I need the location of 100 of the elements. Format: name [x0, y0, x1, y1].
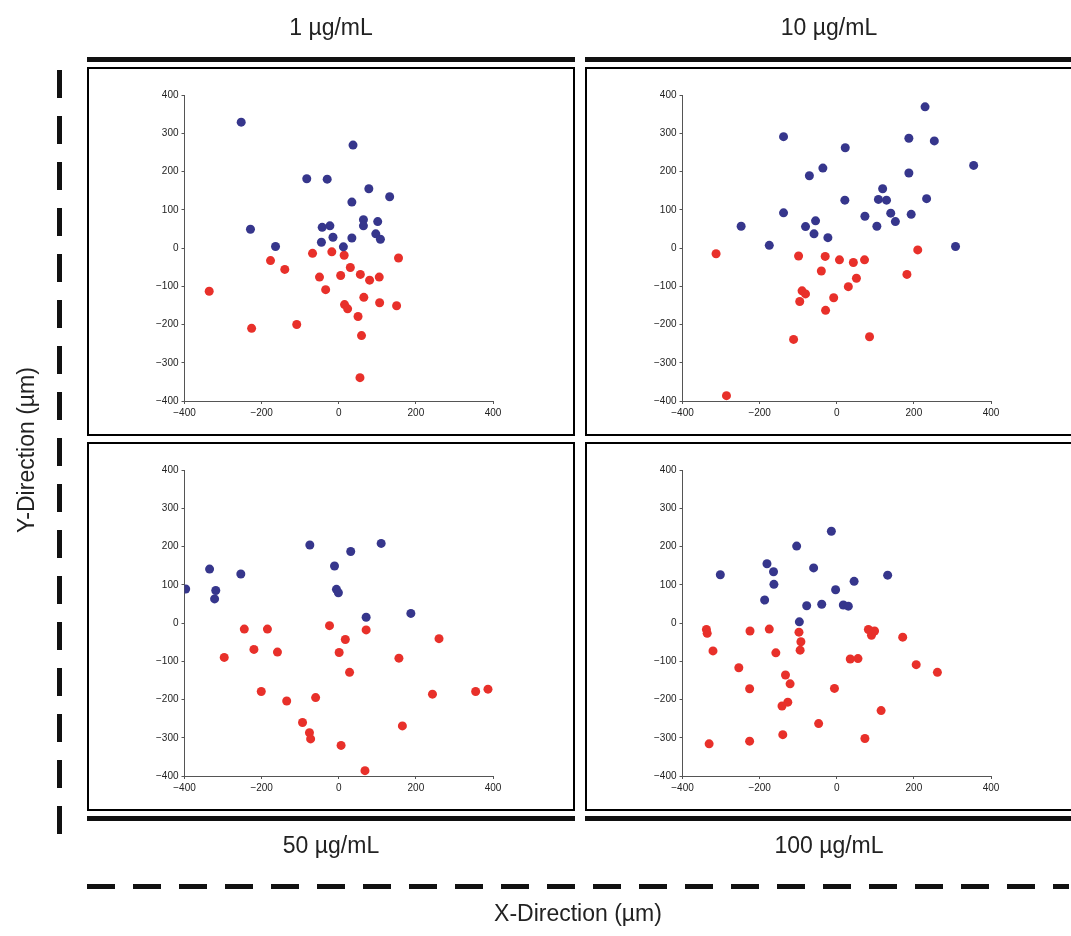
- point: [358, 221, 368, 231]
- point: [911, 660, 921, 670]
- point: [302, 174, 312, 184]
- point: [851, 273, 861, 283]
- y-tick-label: 0: [670, 241, 677, 253]
- point: [385, 192, 395, 202]
- point: [219, 652, 229, 662]
- y-tick-label: 200: [659, 165, 677, 177]
- point: [334, 647, 344, 657]
- point: [779, 208, 789, 218]
- y-tick-label: 400: [161, 463, 179, 475]
- y-tick-label: −300: [155, 731, 179, 743]
- point: [840, 195, 850, 205]
- point: [360, 766, 370, 776]
- point: [364, 184, 374, 194]
- point: [247, 323, 257, 333]
- x-tick-label: 0: [833, 781, 840, 793]
- point: [376, 538, 386, 548]
- x-tick-label: 200: [905, 781, 923, 793]
- point: [823, 233, 833, 243]
- point: [328, 232, 338, 242]
- point: [932, 667, 942, 677]
- point: [734, 663, 744, 673]
- y-tick-label: −400: [653, 769, 677, 781]
- point: [236, 117, 246, 127]
- point: [876, 706, 886, 716]
- point: [780, 670, 790, 680]
- point: [951, 241, 961, 251]
- point: [818, 163, 828, 173]
- y-tick-label: 200: [161, 540, 179, 552]
- point: [769, 567, 779, 577]
- point: [336, 740, 346, 750]
- y-tick-label: 300: [161, 127, 179, 138]
- y-tick-label: −200: [653, 693, 677, 705]
- point: [920, 102, 930, 112]
- point: [829, 683, 839, 693]
- x-tick-label: 400: [484, 781, 502, 793]
- y-tick-label: 100: [161, 203, 179, 215]
- point: [272, 647, 282, 657]
- point: [347, 197, 357, 207]
- point: [704, 739, 714, 749]
- x-tick-label: 0: [833, 406, 840, 418]
- point: [316, 237, 326, 247]
- point: [796, 637, 806, 647]
- point: [308, 248, 318, 258]
- y-tick-label: 400: [659, 463, 677, 475]
- point: [394, 253, 404, 263]
- point: [736, 221, 746, 231]
- point: [762, 559, 772, 569]
- point: [814, 719, 824, 729]
- point: [848, 258, 858, 268]
- point: [406, 608, 416, 618]
- point: [969, 160, 979, 170]
- x-tick-label: 0: [335, 406, 342, 418]
- point: [325, 621, 335, 631]
- point: [785, 679, 795, 689]
- point: [760, 595, 770, 605]
- point: [471, 686, 481, 696]
- point: [778, 730, 788, 740]
- point: [769, 579, 779, 589]
- point: [339, 250, 349, 260]
- x-tick-label: −200: [748, 406, 772, 418]
- point: [282, 696, 292, 706]
- point: [715, 570, 725, 580]
- point: [860, 255, 870, 265]
- y-tick-label: 300: [659, 502, 677, 513]
- point: [865, 332, 875, 342]
- point: [840, 143, 850, 153]
- point: [271, 241, 281, 251]
- point: [353, 311, 363, 321]
- chart-title: 1 µg/mL: [288, 14, 374, 41]
- point: [745, 684, 755, 694]
- y-tick-label: 400: [161, 88, 179, 100]
- point: [361, 612, 371, 622]
- point: [355, 373, 365, 383]
- point: [745, 736, 755, 746]
- y-axis-title: Y-Direction (µm): [12, 367, 40, 533]
- point: [878, 184, 888, 194]
- point: [357, 331, 367, 341]
- y-tick-label: −100: [155, 655, 179, 666]
- point: [305, 540, 315, 550]
- y-tick-label: −400: [155, 394, 179, 406]
- point: [346, 546, 356, 556]
- x-axis-title: X-Direction (µm): [494, 900, 662, 927]
- y-tick-label: −100: [653, 280, 677, 291]
- point: [863, 625, 873, 634]
- y-tick-label: 100: [659, 203, 677, 215]
- x-tick-label: 200: [407, 406, 425, 418]
- point: [327, 247, 337, 257]
- point: [711, 249, 721, 259]
- point: [801, 289, 811, 299]
- point: [860, 211, 870, 221]
- y-tick-label: 0: [670, 616, 677, 628]
- y-tick-label: −300: [653, 356, 677, 368]
- point: [792, 541, 802, 551]
- point: [795, 645, 805, 655]
- y-tick-label: 300: [659, 127, 677, 138]
- point: [745, 626, 755, 636]
- y-tick-label: −300: [155, 356, 179, 368]
- point: [890, 217, 900, 227]
